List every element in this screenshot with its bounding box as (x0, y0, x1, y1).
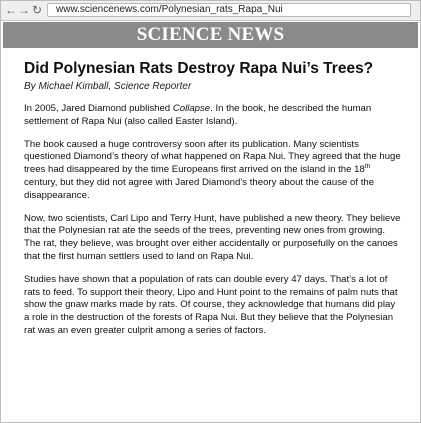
site-banner: SCIENCE NEWS (3, 22, 418, 48)
article-headline: Did Polynesian Rats Destroy Rapa Nui’s T… (24, 60, 374, 77)
ordinal-superscript: th (364, 163, 371, 170)
site-title: SCIENCE NEWS (136, 24, 285, 45)
reload-icon[interactable]: ↻ (31, 3, 43, 17)
article: Did Polynesian Rats Destroy Rapa Nui’s T… (24, 59, 402, 338)
article-paragraph-3: Now, two scientists, Carl Lipo and Terry… (24, 212, 401, 262)
paragraph-2-text-start: The book caused a huge controversy soon … (24, 138, 401, 176)
browser-toolbar: ← → ↻ www.sciencenews.com/Polynesian_rat… (1, 1, 420, 21)
article-paragraph-1: In 2005, Jared Diamond published Collaps… (24, 103, 402, 129)
address-bar[interactable]: www.sciencenews.com/Polynesian_rats_Rapa… (47, 3, 411, 17)
article-paragraph-2: The book caused a huge controversy soon … (24, 139, 402, 203)
article-byline: By Michael Kimball, Science Reporter (24, 81, 192, 92)
book-title: Collapse (172, 103, 211, 114)
paragraph-2-text-end: century, but they did not agree with Jar… (24, 176, 375, 201)
article-paragraph-4: Studies have shown that a population of … (24, 273, 398, 336)
back-arrow-icon[interactable]: ← (5, 3, 17, 17)
paragraph-1-text-end: . In the book, he described the human se… (24, 103, 372, 127)
paragraph-1-text-start: In 2005, Jared Diamond published (24, 103, 173, 114)
address-bar-url: www.sciencenews.com/Polynesian_rats_Rapa… (56, 4, 283, 15)
forward-arrow-icon[interactable]: → (18, 3, 30, 17)
